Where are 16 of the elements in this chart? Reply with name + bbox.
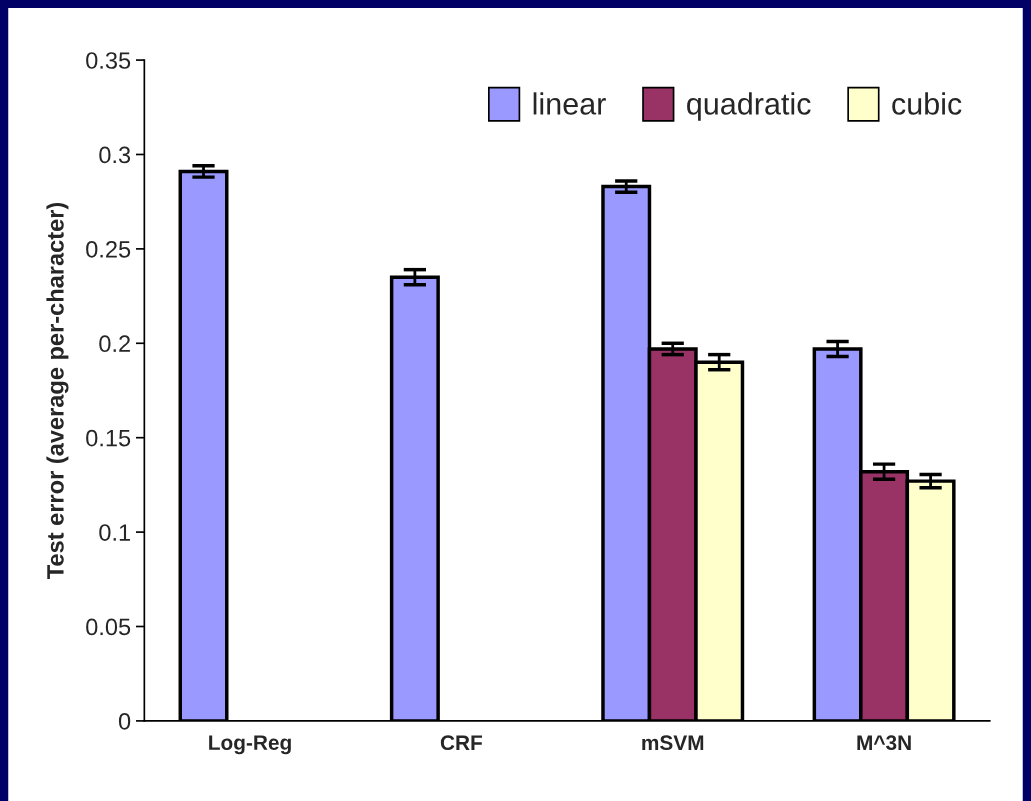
y-tick-label: 0.15 — [86, 429, 131, 447]
x-tick-label: M^3N — [857, 735, 911, 751]
y-tick-label: 0.2 — [99, 335, 130, 353]
y-tick-label: 0.25 — [86, 240, 131, 258]
legend-label: linear — [533, 92, 606, 115]
y-tick-label: 0 — [118, 712, 131, 730]
y-tick-label: 0.05 — [86, 618, 131, 636]
y-tick-label: 0.1 — [99, 524, 130, 541]
legend-label: cubic — [892, 92, 962, 115]
y-tick-label: 0.35 — [86, 52, 131, 69]
y-axis-title: Test error (average per-character) — [46, 202, 69, 579]
legend-label: quadratic — [687, 92, 811, 121]
x-tick-label: mSVM — [642, 735, 704, 751]
y-tick-label: 0.3 — [99, 146, 131, 164]
x-tick-label: Log-Reg — [209, 735, 291, 755]
x-tick-label: CRF — [440, 735, 483, 751]
